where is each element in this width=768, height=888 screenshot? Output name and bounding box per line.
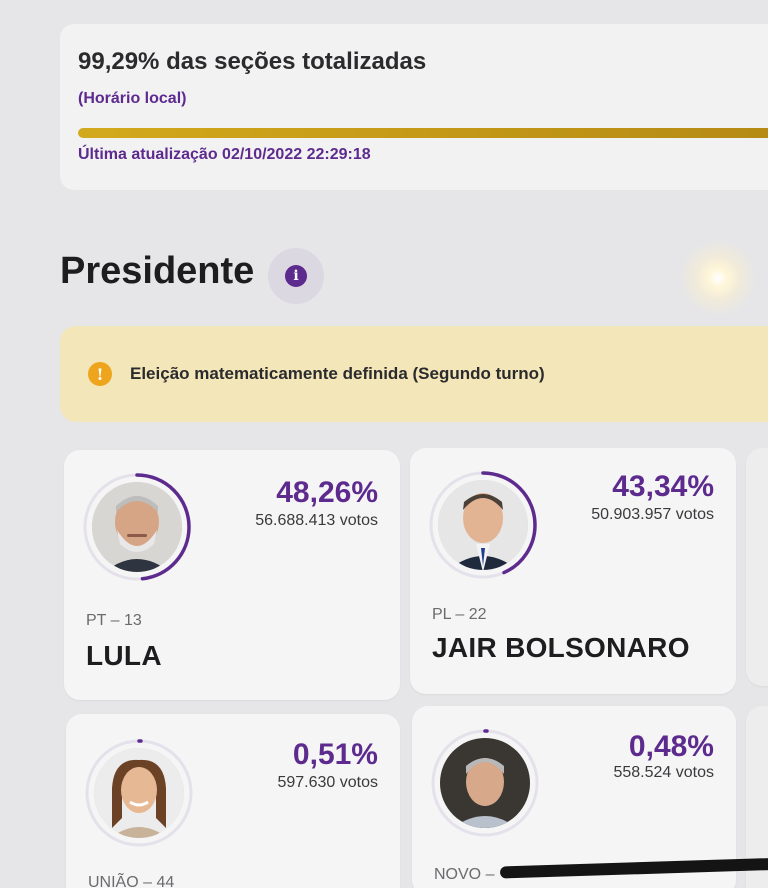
candidate-card-partial[interactable] [746, 448, 768, 686]
candidate-card[interactable]: 43,34% 50.903.957 votos PL – 22 JAIR BOL… [410, 448, 736, 694]
avatar [440, 738, 530, 828]
vote-share-ring [429, 471, 537, 579]
vote-share-ring [83, 473, 191, 581]
totalization-progress-fill [78, 128, 768, 138]
info-icon: ! [88, 362, 112, 386]
candidate-avatar-wrap [428, 470, 538, 580]
totalization-status-card: 99,29% das seções totalizadas (Horário l… [60, 24, 768, 190]
totalization-title: 99,29% das seções totalizadas [78, 48, 427, 75]
candidate-percent: 0,51% [292, 738, 378, 771]
last-update-label: Última atualização 02/10/2022 22:29:18 [78, 146, 371, 163]
alert-text: Eleição matematicamente definida (Segund… [130, 364, 545, 383]
info-icon: i [285, 265, 307, 287]
candidate-avatar-wrap [430, 728, 540, 838]
candidate-name: JAIR BOLSONARO [432, 632, 690, 663]
candidate-name: LULA [86, 640, 162, 671]
candidate-votes: 597.630 votos [277, 774, 378, 791]
totalization-progress-bar [78, 128, 768, 138]
candidate-card[interactable]: 0,51% 597.630 votos UNIÃO – 44 [66, 714, 400, 888]
candidate-card[interactable]: 48,26% 56.688.413 votos PT – 13 LULA [64, 450, 400, 700]
candidate-avatar-wrap [82, 472, 192, 582]
candidate-party: UNIÃO – 44 [88, 874, 175, 888]
info-button[interactable]: i [268, 248, 324, 304]
candidate-card[interactable]: 0,48% 558.524 votos NOVO – [412, 706, 736, 888]
candidate-percent: 48,26% [276, 476, 378, 509]
vote-share-ring [431, 729, 539, 837]
vote-share-ring [85, 739, 193, 847]
avatar [92, 482, 182, 572]
candidate-votes: 56.688.413 votos [255, 512, 378, 529]
candidate-avatar-wrap [84, 738, 194, 848]
candidate-card-partial[interactable] [746, 706, 768, 888]
avatar [438, 480, 528, 570]
candidate-percent: 43,34% [612, 470, 714, 503]
election-alert: ! Eleição matematicamente definida (Segu… [60, 326, 768, 422]
candidate-votes: 558.524 votos [613, 764, 714, 781]
candidate-party: NOVO – [434, 866, 495, 883]
local-time-label: (Horário local) [78, 90, 187, 107]
candidate-percent: 0,48% [628, 730, 714, 763]
candidate-party: PT – 13 [86, 612, 142, 629]
avatar [94, 748, 184, 838]
candidate-party: PL – 22 [432, 606, 487, 623]
screen-glare [680, 240, 756, 316]
candidate-votes: 50.903.957 votos [591, 506, 714, 523]
section-title: Presidente [60, 250, 255, 292]
